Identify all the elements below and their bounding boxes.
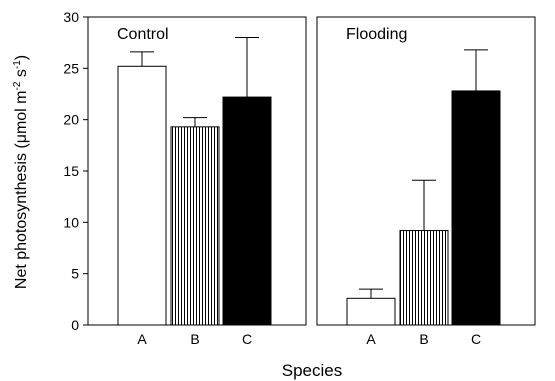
bar-flooding-B [399,230,449,326]
y-axis-title-sup1: -2 [12,81,23,90]
x-tick-label-flooding-A: A [366,331,376,347]
y-tick-label-25: 25 [63,60,79,76]
y-tick-label-20: 20 [63,112,79,128]
y-tick-label-5: 5 [71,266,79,282]
x-axis-title: Species [282,361,342,380]
bar-control-C [222,96,272,326]
panel-label-control: Control [117,26,169,43]
x-tick-label-control-C: C [242,331,252,347]
bar-control-B [170,126,220,326]
x-tick-label-control-B: B [190,331,199,347]
plot-layer: 0 5 10 15 20 25 30 Control A B C Flooding A B C [63,9,536,347]
bar-flooding-C [451,90,501,326]
y-axis-title: Net photosynthesis (μmol m-2 s-1) [12,55,30,289]
panel-label-flooding: Flooding [346,26,407,43]
y-axis-title-sup2: -1 [12,60,23,69]
x-tick-label-flooding-B: B [419,331,428,347]
bar-control-A [117,65,167,326]
y-tick-label-30: 30 [63,9,79,25]
y-axis-title-mid: s [13,69,30,81]
y-axis-title-end: ) [13,55,30,60]
y-axis-title-main: Net photosynthesis (μmol m [13,90,30,289]
x-tick-label-flooding-C: C [471,331,481,347]
bar-flooding-A [346,297,396,326]
y-tick-label-0: 0 [71,317,79,333]
y-tick-label-10: 10 [63,214,79,230]
y-tick-label-15: 15 [63,163,79,179]
x-tick-label-control-A: A [137,331,147,347]
